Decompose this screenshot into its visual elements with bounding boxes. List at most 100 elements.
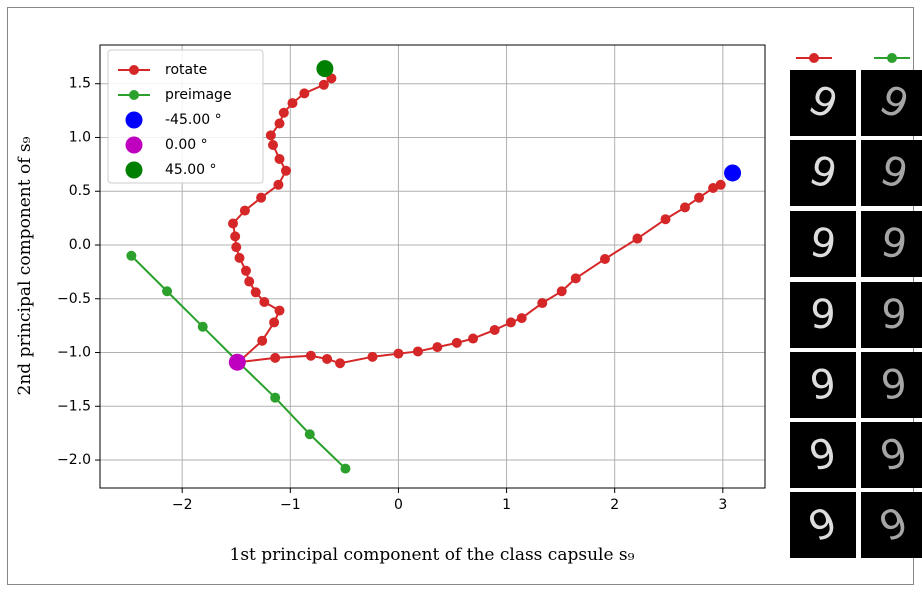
legend: rotate preimage -45.00 ° 0.00 ° 45.00 °: [107, 49, 264, 184]
panel-key-marker: [809, 53, 819, 63]
point: [489, 324, 500, 335]
point: [451, 337, 462, 348]
point: [239, 205, 250, 216]
y-axis-label: 2nd principal component of s₉: [15, 136, 35, 395]
digit-image: [861, 211, 922, 277]
y-tick-label: 0.5: [69, 183, 91, 199]
series: [126, 60, 742, 474]
point: [162, 286, 173, 297]
point: [270, 352, 281, 363]
point: [340, 463, 351, 474]
legend-label: 0.00 °: [165, 137, 208, 153]
point: [694, 192, 705, 203]
x-tick-label: 0: [394, 497, 403, 513]
point: [273, 179, 284, 190]
legend-label: rotate: [165, 62, 207, 78]
point: [632, 233, 643, 244]
point: [505, 317, 516, 328]
plot-frame: [99, 44, 766, 489]
legend-marker: [129, 65, 139, 75]
x-axis-label: 1st principal component of the class cap…: [230, 545, 635, 565]
digit-image: [790, 70, 856, 136]
digit-image: [790, 422, 856, 488]
x-tick-label: 3: [718, 497, 727, 513]
point: [250, 287, 261, 298]
point: [274, 305, 285, 316]
digit-image: [790, 352, 856, 418]
legend-marker: [125, 161, 143, 179]
legend-marker: [125, 136, 143, 154]
y-tick-label: −1.5: [57, 398, 91, 414]
y-tick-label: 1.5: [69, 76, 91, 92]
point: [256, 192, 267, 203]
point: [570, 273, 581, 284]
digit-image: [790, 211, 856, 277]
point: [228, 353, 246, 371]
point: [318, 79, 329, 90]
point: [231, 242, 242, 253]
legend-label: 45.00 °: [165, 162, 217, 178]
point: [287, 98, 298, 109]
image-panel: 9 99 99 99 99 99 99 9: [790, 53, 922, 558]
digit-image: [861, 282, 922, 348]
point: [724, 164, 742, 182]
point: [265, 130, 276, 141]
point: [708, 183, 719, 194]
point: [278, 107, 289, 118]
point: [305, 350, 316, 361]
point: [335, 358, 346, 369]
digit-image: [861, 422, 922, 488]
legend-label: preimage: [165, 87, 232, 103]
point: [228, 218, 238, 229]
y-tick-label: −1.0: [57, 345, 91, 361]
y-tick-label: 1.0: [69, 129, 91, 145]
point: [432, 342, 443, 353]
digit-image: [790, 140, 856, 206]
point: [244, 276, 255, 287]
digit-image: [861, 140, 922, 206]
point: [234, 252, 245, 263]
point: [230, 231, 241, 242]
legend-label: -45.00 °: [165, 112, 222, 128]
digit-glyph: 9: [808, 361, 839, 410]
point: [126, 250, 137, 261]
x-tick-label: −1: [280, 497, 301, 513]
point: [393, 348, 404, 359]
y-tick-label: −0.5: [57, 291, 91, 307]
point: [367, 351, 378, 362]
legend-marker: [129, 90, 139, 100]
digit-image: [790, 492, 856, 558]
point: [274, 153, 285, 164]
point: [274, 118, 285, 129]
y-tick-label: 0.0: [69, 237, 91, 253]
x-tick-label: −2: [172, 497, 193, 513]
point: [270, 392, 281, 403]
point: [316, 60, 334, 78]
point: [322, 353, 333, 364]
point: [304, 429, 315, 440]
legend-marker: [125, 111, 143, 129]
point: [240, 265, 251, 276]
point: [299, 88, 310, 99]
digit-glyph: 9: [810, 292, 836, 338]
digit-grid: 9 99 99 99 99 99 99 9: [790, 70, 922, 558]
point: [599, 253, 610, 264]
digit-glyph: 9: [879, 361, 910, 410]
point: [516, 313, 527, 324]
point: [715, 179, 726, 190]
point: [269, 317, 280, 328]
point: [259, 296, 270, 307]
legend-box: [107, 49, 264, 184]
point: [257, 335, 268, 346]
point: [468, 333, 479, 344]
digit-image: [861, 492, 922, 558]
point: [280, 165, 291, 176]
digit-image: [861, 70, 922, 136]
point: [679, 202, 690, 213]
digit-glyph: 9: [881, 292, 907, 338]
point: [412, 346, 423, 357]
digit-image: [861, 352, 922, 418]
series-line: [231, 77, 722, 365]
panel-key-marker: [887, 53, 897, 63]
